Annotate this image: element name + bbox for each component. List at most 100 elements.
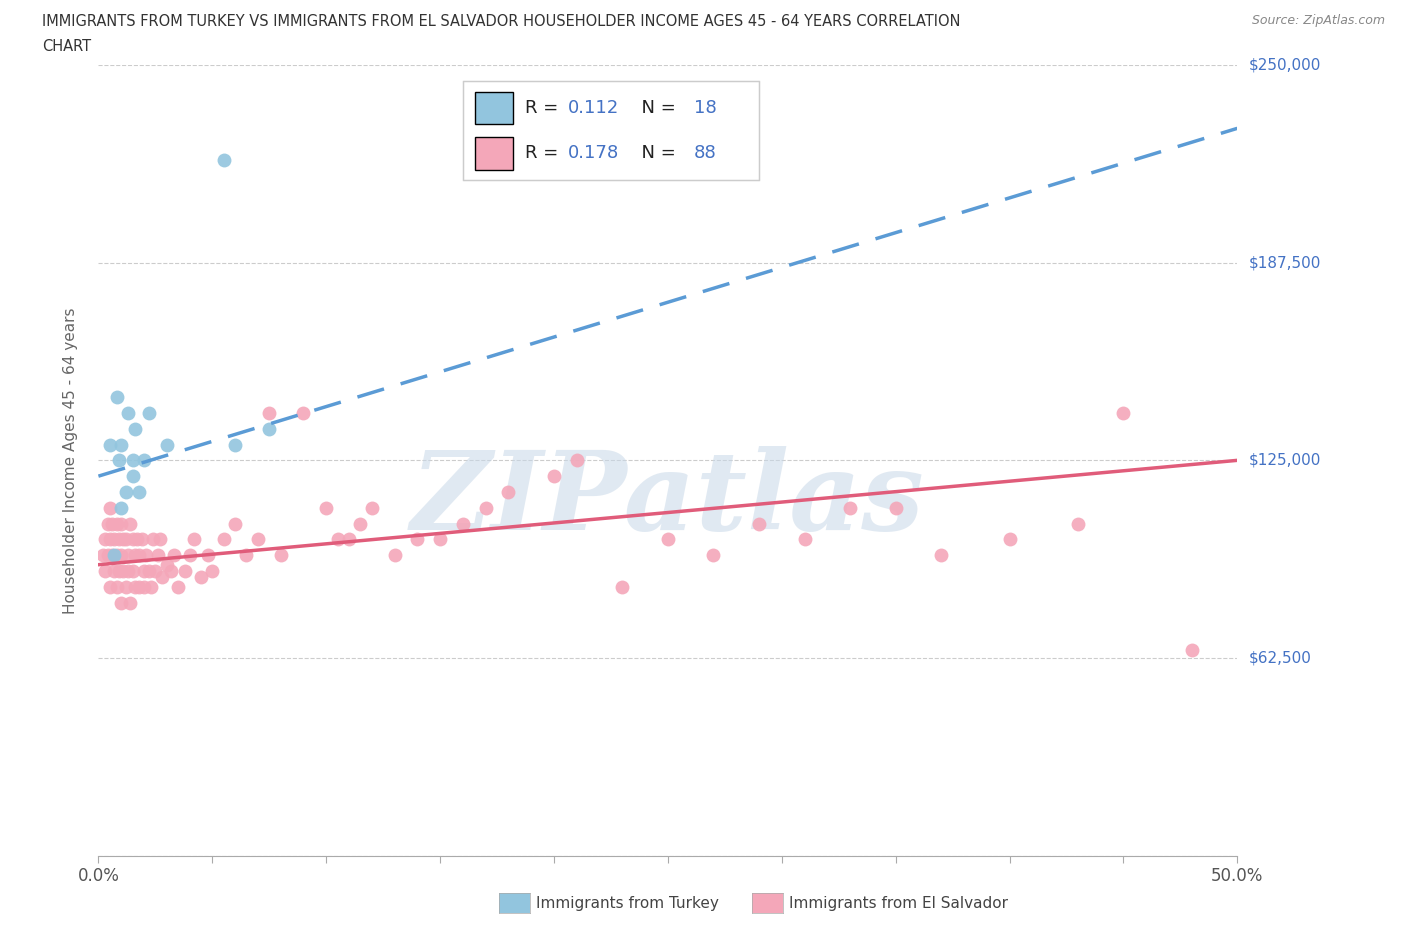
Point: [108, 564, 131, 578]
Point: [128, 548, 150, 563]
Point: [110, 516, 132, 531]
Text: $62,500: $62,500: [1249, 650, 1312, 666]
Text: Source: ZipAtlas.com: Source: ZipAtlas.com: [1251, 14, 1385, 27]
Point: [114, 485, 136, 499]
Point: [326, 532, 349, 547]
Point: [235, 548, 257, 563]
Point: [315, 500, 337, 515]
Point: [259, 405, 281, 420]
Point: [224, 437, 246, 452]
Point: [108, 532, 131, 547]
Point: [138, 405, 160, 420]
Point: [110, 500, 132, 515]
Point: [156, 437, 179, 452]
Point: [167, 579, 190, 594]
Point: [1067, 516, 1090, 531]
Point: [132, 564, 155, 578]
Point: [108, 453, 131, 468]
Point: [127, 532, 149, 547]
Point: [612, 579, 634, 594]
Point: [114, 579, 136, 594]
Point: [139, 579, 162, 594]
Point: [112, 532, 135, 547]
Point: [149, 532, 172, 547]
Point: [124, 579, 146, 594]
Point: [929, 548, 952, 563]
Point: [748, 516, 770, 531]
Point: [101, 548, 124, 563]
Point: [98, 579, 121, 594]
Point: [150, 570, 173, 585]
Point: [114, 532, 136, 547]
Point: [406, 532, 429, 547]
Point: [212, 532, 235, 547]
Point: [183, 532, 205, 547]
Point: [121, 564, 143, 578]
Point: [162, 548, 184, 563]
Point: [105, 516, 128, 531]
Point: [201, 564, 224, 578]
Point: [120, 516, 142, 531]
Point: [998, 532, 1021, 547]
Point: [110, 548, 132, 563]
Point: [98, 532, 121, 547]
Point: [174, 564, 197, 578]
Point: [474, 500, 496, 515]
Text: ZIPatlas: ZIPatlas: [411, 446, 925, 553]
Point: [138, 564, 160, 578]
Point: [259, 421, 281, 436]
Point: [657, 532, 679, 547]
Text: $250,000: $250,000: [1249, 58, 1320, 73]
Point: [212, 153, 235, 167]
Point: [337, 532, 360, 547]
Point: [179, 548, 201, 563]
Point: [292, 405, 315, 420]
Point: [117, 564, 139, 578]
Point: [117, 548, 139, 563]
Point: [105, 548, 128, 563]
Point: [103, 564, 125, 578]
Point: [1112, 405, 1135, 420]
Point: [103, 548, 125, 563]
Text: Immigrants from El Salvador: Immigrants from El Salvador: [789, 896, 1008, 910]
Point: [124, 421, 146, 436]
Point: [132, 579, 155, 594]
Point: [110, 437, 132, 452]
Point: [96, 516, 118, 531]
Point: [270, 548, 292, 563]
Text: CHART: CHART: [42, 39, 91, 54]
Text: $125,000: $125,000: [1249, 453, 1320, 468]
Point: [121, 532, 143, 547]
Point: [1181, 643, 1204, 658]
Point: [543, 469, 565, 484]
Point: [702, 548, 724, 563]
Point: [121, 453, 143, 468]
Point: [498, 485, 520, 499]
Point: [565, 453, 588, 468]
Point: [128, 485, 150, 499]
Point: [124, 548, 146, 563]
Point: [360, 500, 382, 515]
Point: [142, 532, 165, 547]
Text: Immigrants from Turkey: Immigrants from Turkey: [536, 896, 718, 910]
Point: [121, 469, 143, 484]
Point: [135, 548, 157, 563]
Point: [156, 557, 179, 572]
Y-axis label: Householder Income Ages 45 - 64 years: Householder Income Ages 45 - 64 years: [63, 307, 77, 614]
Point: [197, 548, 219, 563]
Point: [96, 548, 118, 563]
Point: [349, 516, 371, 531]
Point: [451, 516, 474, 531]
Text: $187,500: $187,500: [1249, 255, 1320, 271]
Point: [128, 579, 150, 594]
Point: [131, 532, 153, 547]
Point: [145, 564, 167, 578]
Point: [91, 548, 114, 563]
Point: [224, 516, 246, 531]
Point: [132, 453, 155, 468]
Point: [120, 595, 142, 610]
Point: [117, 405, 139, 420]
Point: [246, 532, 269, 547]
Point: [160, 564, 183, 578]
Point: [105, 390, 128, 405]
